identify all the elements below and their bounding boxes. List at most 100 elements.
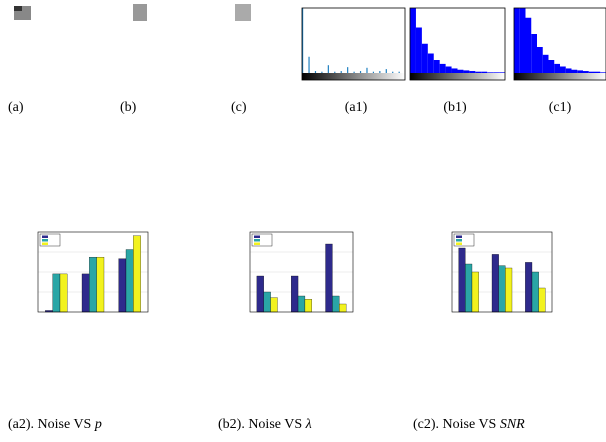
hist-bar [475,71,482,73]
legend-swatch [42,235,48,238]
bar [52,273,61,313]
thumbnails [14,4,251,21]
bar [531,271,539,313]
hist-bar [577,70,583,73]
hist-bar [531,34,537,73]
frame [513,7,606,81]
hist-bar [427,53,434,73]
frame [451,231,553,313]
caption-text: (a2). Noise VS [8,417,95,432]
legend [453,233,475,247]
hist-bar [548,60,555,73]
bar [89,256,97,313]
hist-bar [321,71,323,73]
hist-bar [415,27,422,73]
bar [471,271,479,313]
legend-swatch [456,242,462,245]
caption: (a2). Noise VS p [8,417,102,432]
hist-bar [481,71,488,73]
image-a-detail [14,6,22,11]
hist-bar [571,69,578,73]
bar [118,258,127,313]
hist-bar [347,67,349,73]
hist-bar [379,71,381,73]
bar [263,291,271,313]
bar [491,254,499,313]
hist-bar [487,72,494,73]
hist-bar [353,71,355,73]
hist-bar [499,72,505,73]
bar [125,249,134,313]
hist-bar [302,8,304,73]
bar [96,256,105,313]
hist-bar [314,71,317,73]
hist-bar [451,68,458,73]
frame [249,231,354,313]
legend-swatch [254,235,260,238]
bar [270,297,278,313]
hist-bar [519,8,526,73]
bar [538,287,546,313]
caption-text: (c2). Noise VS [413,417,500,432]
hist-bar [583,71,589,73]
hist-bar [340,71,342,73]
hist-bar [392,71,394,73]
hist-bar [600,72,606,73]
hist-bar [560,66,566,73]
hist-bar [372,71,375,73]
gray-strip [514,73,606,80]
caption-variable: λ [305,417,312,432]
caption: (a) [8,100,24,115]
legend-swatch [456,235,462,238]
caption-variable: SNR [500,417,525,432]
bar [256,275,264,313]
frame [37,231,149,313]
legend-swatch [254,239,260,242]
hist-bar [457,69,464,73]
bar [332,295,340,313]
legend-swatch [456,239,462,242]
bar [498,265,506,313]
hist-bar [421,43,428,73]
bar [81,273,90,313]
hist-bar [514,8,520,73]
bar [505,267,513,313]
image-c [235,4,251,21]
bar [465,263,473,313]
bar [59,273,68,313]
legend-swatch [42,239,48,242]
hist-bar [588,71,595,73]
caption-text: (b2). Noise VS [218,417,306,432]
gray-strip [410,73,505,80]
hist-bar [410,8,416,73]
caption: (a1) [345,100,368,115]
hist-bar [565,68,572,73]
hist-bar [554,63,560,73]
hist-bar [445,66,452,73]
hist-bar [327,65,329,73]
hist-bar [385,69,387,73]
bar [325,243,333,313]
hist-bar [469,71,476,73]
bar [291,275,299,313]
hist-bar [433,60,440,73]
bar [339,303,347,313]
caption: (b1) [443,100,467,115]
caption: (c) [231,100,247,115]
frame [301,7,406,81]
hist-bar [537,47,543,73]
frame [409,7,506,81]
hist-bar [542,54,549,73]
caption-variable: p [94,417,102,432]
hist-bar [308,56,310,73]
bar [458,247,466,313]
legend [39,233,61,247]
hist-bar [398,71,400,73]
gray-strip [302,73,405,80]
bar [297,295,306,313]
bar [133,235,141,313]
hist-bar [493,72,500,73]
hist-bar [463,70,470,73]
hist-bar [525,17,532,73]
